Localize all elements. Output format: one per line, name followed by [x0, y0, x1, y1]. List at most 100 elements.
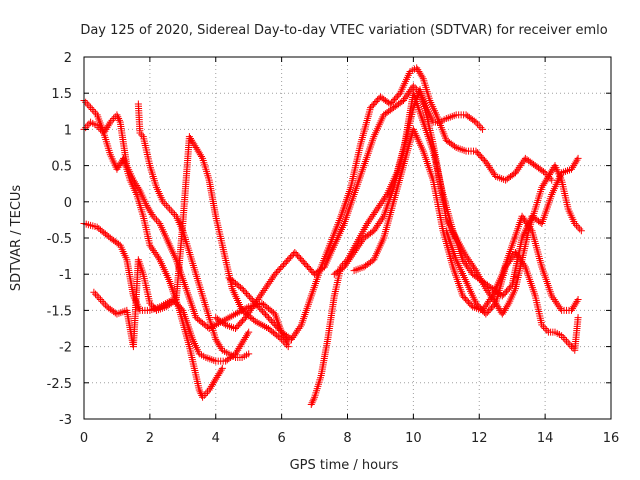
data-point	[87, 104, 95, 112]
series-sat-f	[212, 82, 487, 332]
data-point	[416, 69, 424, 77]
data-point	[264, 281, 272, 289]
data-point	[115, 116, 123, 124]
data-point	[573, 297, 581, 305]
data-point	[215, 341, 223, 349]
data-point	[376, 218, 384, 226]
data-point	[196, 151, 204, 159]
data-point	[190, 140, 198, 148]
data-point	[215, 370, 223, 378]
data-point	[571, 160, 579, 168]
data-point	[543, 174, 551, 182]
x-axis-ticks: 0 2 4 6 8 10 12 14 16	[80, 57, 619, 446]
data-point	[100, 129, 108, 137]
series-sat-e	[134, 100, 253, 361]
data-point	[344, 258, 352, 266]
data-point	[245, 308, 253, 316]
data-point	[549, 165, 557, 173]
data-point	[415, 67, 423, 75]
data-point	[340, 263, 348, 271]
x-tick-label: 0	[80, 431, 88, 446]
data-point	[418, 73, 426, 81]
data-point	[364, 218, 372, 226]
data-point	[495, 305, 503, 313]
data-point	[191, 142, 199, 150]
data-point	[376, 201, 384, 209]
data-point	[558, 332, 566, 340]
data-point	[487, 294, 495, 302]
data-point	[101, 301, 109, 309]
data-point	[369, 210, 377, 218]
data-point	[195, 386, 203, 394]
data-point	[567, 165, 575, 173]
series-sat-j	[350, 125, 582, 314]
data-point	[241, 334, 249, 342]
data-point	[245, 328, 253, 336]
data-point	[486, 163, 494, 171]
data-point	[551, 297, 559, 305]
data-point	[539, 182, 547, 190]
data-point	[241, 288, 249, 296]
data-point	[576, 225, 584, 233]
data-point	[216, 343, 224, 351]
data-point	[255, 294, 263, 302]
data-point	[514, 252, 522, 260]
data-point	[256, 304, 264, 312]
data-point	[519, 158, 527, 166]
data-point	[503, 261, 511, 269]
data-point	[460, 258, 468, 266]
x-tick-label: 2	[146, 431, 154, 446]
data-point	[556, 305, 564, 313]
data-point	[569, 163, 577, 171]
data-point	[92, 290, 100, 298]
data-point	[573, 156, 581, 164]
data-point	[378, 198, 386, 206]
data-point	[286, 334, 294, 342]
data-point	[213, 337, 221, 345]
data-point	[169, 209, 177, 217]
data-point	[152, 250, 160, 258]
data-point	[523, 220, 531, 228]
data-point	[238, 339, 246, 347]
data-point	[343, 259, 351, 267]
data-point	[505, 258, 513, 266]
data-point	[295, 325, 303, 332]
data-point	[136, 129, 144, 137]
y-tick-label: -2	[59, 341, 72, 356]
data-point	[150, 247, 158, 255]
y-tick-label: -0.5	[47, 232, 72, 247]
data-point	[272, 322, 280, 330]
data-point	[113, 111, 121, 119]
data-point	[239, 337, 247, 345]
data-point	[153, 252, 161, 260]
data-point	[279, 337, 287, 345]
data-point	[451, 142, 459, 150]
data-point	[200, 391, 208, 399]
data-point	[574, 154, 582, 162]
data-point	[114, 113, 122, 121]
data-point	[574, 223, 582, 231]
data-point	[494, 303, 502, 311]
data-point	[518, 212, 526, 220]
data-point	[145, 205, 153, 213]
data-point	[269, 274, 277, 282]
data-point	[348, 252, 356, 260]
data-point	[351, 247, 359, 255]
data-point	[467, 268, 475, 276]
data-point	[147, 209, 155, 217]
data-point	[519, 259, 527, 267]
data-point	[577, 227, 585, 235]
data-point	[244, 310, 252, 318]
data-point	[148, 245, 156, 253]
x-tick-label: 4	[212, 431, 220, 446]
data-point	[542, 176, 550, 184]
data-point	[507, 283, 515, 291]
data-point	[349, 250, 357, 258]
series-sat-k	[442, 227, 582, 354]
data-point	[152, 216, 160, 224]
data-point	[372, 207, 380, 215]
data-point	[520, 156, 528, 164]
data-point	[470, 117, 478, 125]
x-tick-label: 12	[471, 431, 488, 446]
data-point	[114, 163, 122, 171]
